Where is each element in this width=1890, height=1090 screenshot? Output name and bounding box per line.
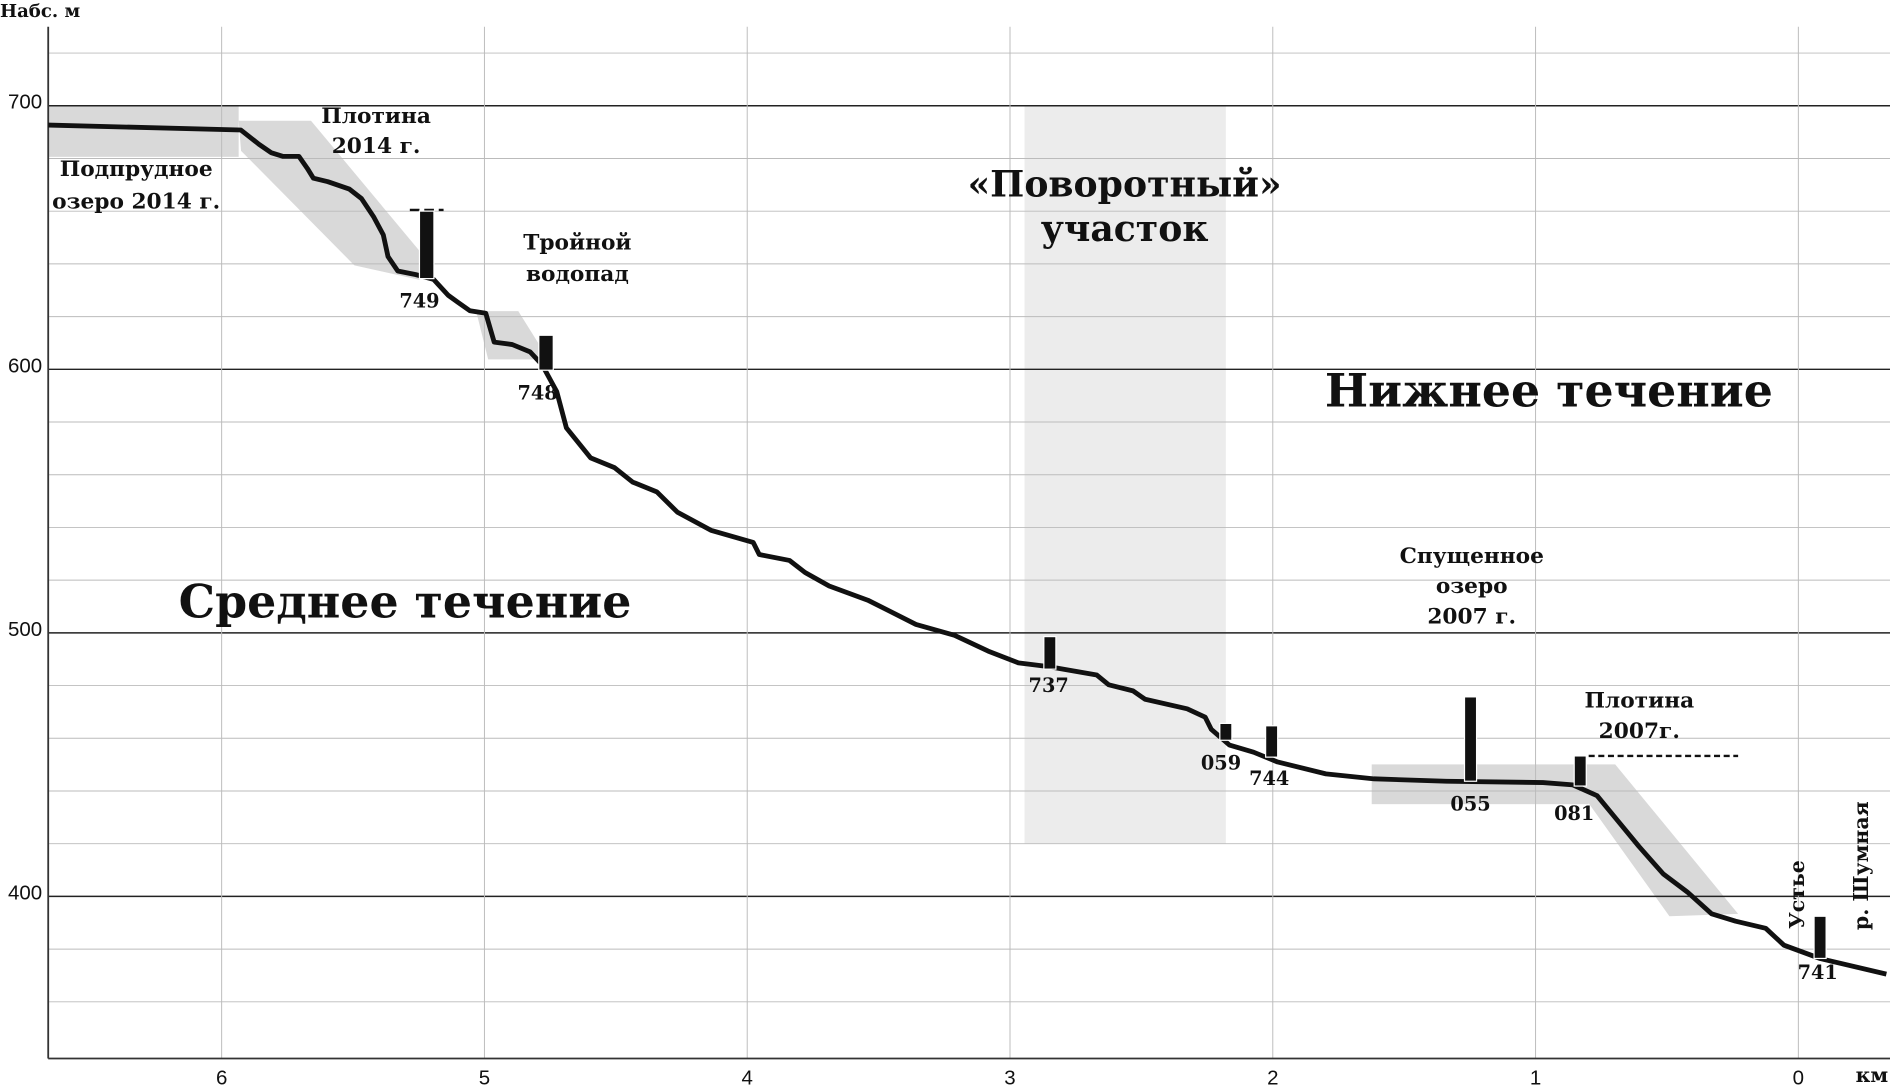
annotation: 2014 г. — [332, 134, 421, 159]
annotation: Плотина — [1584, 689, 1694, 714]
annotation: озеро 2014 г. — [52, 190, 220, 215]
shade-region — [48, 106, 239, 157]
annotation: Подпрудное — [60, 157, 213, 182]
y-tick-label: 400 — [8, 881, 42, 904]
x-tick-label: 0 — [1793, 1066, 1804, 1089]
annotation: 2007 г. — [1427, 604, 1516, 629]
annotation: «Поворотный» — [968, 163, 1282, 206]
annotation: участок — [1041, 207, 1209, 250]
marker-label: 744 — [1249, 767, 1289, 790]
y-tick-label: 600 — [8, 354, 42, 377]
annotation: Нижнее течение — [1325, 363, 1773, 417]
marks — [48, 122, 1887, 977]
x-tick-label: 1 — [1530, 1066, 1541, 1089]
marker-label: 081 — [1554, 802, 1594, 825]
marker-label: 749 — [399, 290, 439, 313]
x-tick-label: 2 — [1267, 1066, 1278, 1089]
marker-bar — [1219, 722, 1233, 741]
marker-bar — [418, 210, 435, 280]
x-tick-label: 5 — [479, 1066, 490, 1089]
marker-bar — [1573, 755, 1587, 787]
marker-bar — [1463, 696, 1478, 782]
y-tick-label: 700 — [8, 91, 42, 114]
marker-label: 741 — [1798, 961, 1838, 984]
y-axis-label: Набс. м — [0, 1, 80, 22]
x-axis-label: км — [1856, 1063, 1889, 1087]
grid — [48, 26, 1890, 1059]
profile-line — [48, 122, 1887, 977]
marker-label: 059 — [1201, 751, 1241, 774]
marker-bar — [1813, 915, 1827, 960]
marker-label: 055 — [1450, 792, 1490, 815]
marker-bar — [1043, 636, 1057, 670]
annotation: Среднее течение — [179, 574, 632, 628]
annotation: р. Шумная — [1849, 801, 1873, 930]
annotation: Устье — [1785, 860, 1809, 929]
y-tick-label: 500 — [8, 618, 42, 641]
marker-bar — [1265, 725, 1279, 758]
marker-bar — [538, 334, 554, 371]
x-tick-label: 6 — [216, 1066, 227, 1089]
x-tick-label: 4 — [742, 1066, 753, 1089]
annotation: озеро — [1436, 574, 1508, 599]
annotation: водопад — [526, 262, 629, 287]
shade-region — [476, 311, 549, 360]
marker-label: 737 — [1029, 674, 1069, 697]
shade-region — [238, 120, 420, 280]
annotation: 2007г. — [1599, 719, 1680, 744]
annotation: Тройной — [523, 231, 631, 256]
annotation: Плотина — [321, 104, 431, 129]
annotation: Спущенное — [1400, 544, 1544, 569]
x-tick-label: 3 — [1004, 1066, 1015, 1089]
marker-label: 748 — [517, 381, 557, 404]
shade-region — [1579, 764, 1739, 917]
